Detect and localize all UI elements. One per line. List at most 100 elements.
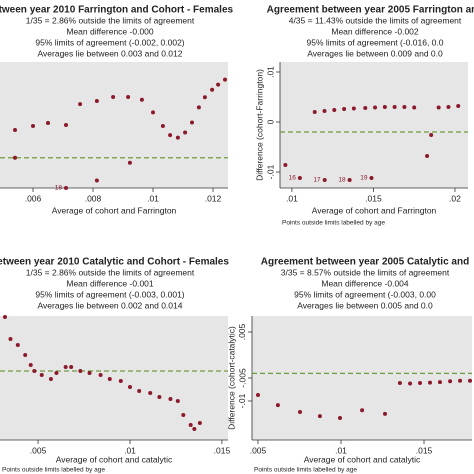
data-point <box>94 178 99 183</box>
note: Points outside limits labelled by age <box>254 467 357 474</box>
data-point <box>2 315 7 319</box>
data-point <box>338 416 342 421</box>
data-point <box>223 77 227 82</box>
data-point <box>54 371 59 375</box>
data-point <box>8 337 13 341</box>
data-point <box>160 124 165 129</box>
y-tick-label: -.005 <box>237 368 247 388</box>
y-tick-label: .01 <box>265 66 275 78</box>
stat-line: Mean difference -0.004 <box>321 278 409 288</box>
x-axis-label: Average of cohort and catalytic <box>56 454 173 464</box>
data-point <box>127 160 132 165</box>
x-tick-label: .01 <box>147 193 159 203</box>
chart-title: between year 2010 Catalytic and Cohort -… <box>0 257 229 268</box>
data-point <box>297 176 302 180</box>
stat-line: 1/35 = 2.86% outside the limits of agree… <box>26 15 195 25</box>
data-point <box>13 128 17 133</box>
data-point <box>412 105 417 110</box>
data-point <box>126 95 131 100</box>
data-point <box>39 373 44 377</box>
data-point <box>48 377 53 381</box>
data-point <box>283 163 288 167</box>
data-point <box>63 365 68 369</box>
point-label: 16 <box>289 175 297 182</box>
data-point <box>175 135 180 140</box>
data-point <box>168 133 173 138</box>
point-label: 17 <box>313 177 321 184</box>
y-axis-label: Difference (cohort-Farrington) <box>254 69 264 181</box>
data-point <box>202 95 207 100</box>
x-tick-label: .02 <box>449 193 461 203</box>
data-point <box>168 397 173 401</box>
x-tick-label: .01 <box>286 193 298 203</box>
data-point <box>196 105 201 110</box>
x-tick-label: .015 <box>416 445 433 455</box>
data-point <box>127 385 132 389</box>
data-point <box>28 363 33 367</box>
data-point <box>360 408 365 413</box>
x-tick-label: .006 <box>25 193 42 203</box>
data-point <box>382 411 387 416</box>
data-point <box>425 154 430 158</box>
data-point <box>297 410 302 415</box>
data-point <box>192 427 197 431</box>
data-point <box>94 99 99 104</box>
data-point <box>118 379 123 383</box>
data-point <box>408 381 413 386</box>
data-point <box>392 105 397 109</box>
data-point <box>151 110 155 115</box>
stat-line: Averages lie between 0.005 and 0.0 <box>297 300 433 310</box>
data-point <box>429 133 434 137</box>
data-point <box>107 377 112 381</box>
chart-title: Agreement between year 2005 Catalytic an… <box>261 257 469 268</box>
data-point <box>402 105 407 109</box>
plot-area <box>0 62 228 188</box>
data-point <box>139 97 144 102</box>
data-point <box>190 120 194 125</box>
x-axis-label: Average of cohort and Farrington <box>52 205 177 215</box>
data-point <box>197 421 202 425</box>
data-point <box>46 120 50 125</box>
data-point <box>32 369 37 373</box>
data-point <box>446 105 451 109</box>
data-point <box>64 186 68 190</box>
data-point <box>436 105 441 110</box>
data-point <box>468 378 473 383</box>
x-tick-label: .005 <box>30 445 47 455</box>
data-point <box>157 395 162 399</box>
data-point <box>448 379 453 384</box>
y-tick-label: -.01 <box>237 393 247 408</box>
data-point <box>312 110 317 114</box>
x-axis-label: Average of cohort and Farrington <box>312 205 437 215</box>
stat-line: 95% limits of agreement (-0.016, 0.0 <box>306 37 443 47</box>
stat-line: Averages lie between 0.003 and 0.012 <box>38 48 183 58</box>
data-point <box>458 378 463 383</box>
chart-title: between year 2010 Farrington and Cohort … <box>0 5 234 16</box>
stat-line: 95% limits of agreement (-0.003, 0.00 <box>294 289 436 299</box>
x-tick-label: .015 <box>365 193 382 203</box>
data-point <box>363 106 368 110</box>
point-label: 18 <box>55 185 63 192</box>
point-label: 18 <box>338 177 346 184</box>
data-point <box>427 380 432 385</box>
note: Points outside limits labelled by age <box>2 467 105 474</box>
stat-line: Mean difference -0.001 <box>66 278 154 288</box>
data-point <box>181 413 186 417</box>
data-point <box>183 130 188 135</box>
y-tick-label: .005 <box>237 323 247 340</box>
data-point <box>87 371 92 375</box>
plot-area <box>280 62 468 188</box>
data-point <box>255 393 260 398</box>
data-point <box>23 353 28 357</box>
data-point <box>15 343 20 347</box>
stat-line: Mean difference -0.002 <box>331 26 419 36</box>
stat-line: 4/35 = 11.43% outside the limits of agre… <box>289 15 462 25</box>
stat-line: 3/35 = 8.57% outside the limits of agree… <box>281 267 450 277</box>
x-axis-label: Average of cohort and catalytic <box>304 454 421 464</box>
x-tick-label: .005 <box>250 445 267 455</box>
data-point <box>418 381 423 386</box>
data-point <box>437 380 442 385</box>
chart-title: Agreement between year 2005 Farrington a… <box>267 5 474 16</box>
data-point <box>317 414 322 419</box>
